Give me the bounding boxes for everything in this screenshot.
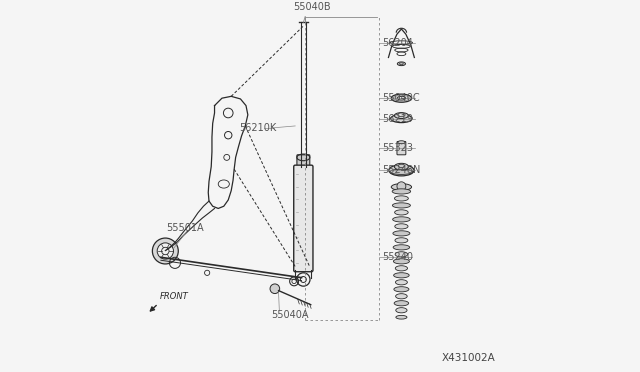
Ellipse shape bbox=[390, 169, 413, 174]
Ellipse shape bbox=[397, 141, 405, 144]
Circle shape bbox=[157, 243, 173, 259]
Ellipse shape bbox=[397, 62, 406, 65]
Ellipse shape bbox=[393, 245, 410, 250]
Text: 55040A: 55040A bbox=[271, 310, 308, 320]
FancyBboxPatch shape bbox=[297, 155, 310, 169]
Ellipse shape bbox=[395, 252, 408, 257]
Circle shape bbox=[152, 238, 179, 264]
Text: 56210K: 56210K bbox=[239, 123, 276, 133]
Ellipse shape bbox=[399, 63, 403, 65]
Ellipse shape bbox=[390, 115, 412, 123]
Ellipse shape bbox=[393, 231, 410, 236]
Circle shape bbox=[397, 182, 406, 191]
Ellipse shape bbox=[395, 210, 408, 215]
Ellipse shape bbox=[397, 113, 405, 117]
Ellipse shape bbox=[397, 96, 406, 100]
Ellipse shape bbox=[396, 280, 408, 285]
Text: 55040C: 55040C bbox=[382, 93, 420, 103]
Text: 55323: 55323 bbox=[382, 143, 413, 153]
Ellipse shape bbox=[394, 196, 408, 201]
Ellipse shape bbox=[396, 308, 407, 313]
Ellipse shape bbox=[395, 238, 408, 243]
Ellipse shape bbox=[393, 217, 410, 222]
Ellipse shape bbox=[394, 163, 408, 170]
Text: 56219: 56219 bbox=[382, 113, 413, 124]
Text: 55240: 55240 bbox=[382, 252, 413, 262]
Text: X431002A: X431002A bbox=[442, 353, 496, 363]
Ellipse shape bbox=[389, 165, 414, 176]
Ellipse shape bbox=[396, 294, 407, 299]
Ellipse shape bbox=[394, 259, 410, 264]
Ellipse shape bbox=[396, 315, 407, 319]
Ellipse shape bbox=[394, 287, 409, 292]
FancyBboxPatch shape bbox=[294, 165, 313, 272]
Text: FRONT: FRONT bbox=[160, 292, 189, 301]
Ellipse shape bbox=[394, 113, 408, 119]
Text: 55501A: 55501A bbox=[166, 223, 204, 233]
Ellipse shape bbox=[394, 301, 409, 306]
Text: 55248N: 55248N bbox=[382, 165, 420, 175]
Ellipse shape bbox=[394, 273, 409, 278]
Ellipse shape bbox=[391, 184, 412, 190]
Ellipse shape bbox=[395, 224, 408, 229]
Ellipse shape bbox=[392, 189, 411, 194]
Circle shape bbox=[270, 284, 280, 294]
Ellipse shape bbox=[391, 94, 412, 102]
Text: 55040B: 55040B bbox=[293, 2, 330, 12]
FancyBboxPatch shape bbox=[397, 141, 406, 155]
Ellipse shape bbox=[392, 203, 410, 208]
Ellipse shape bbox=[396, 266, 408, 271]
Text: 56204: 56204 bbox=[382, 38, 413, 48]
